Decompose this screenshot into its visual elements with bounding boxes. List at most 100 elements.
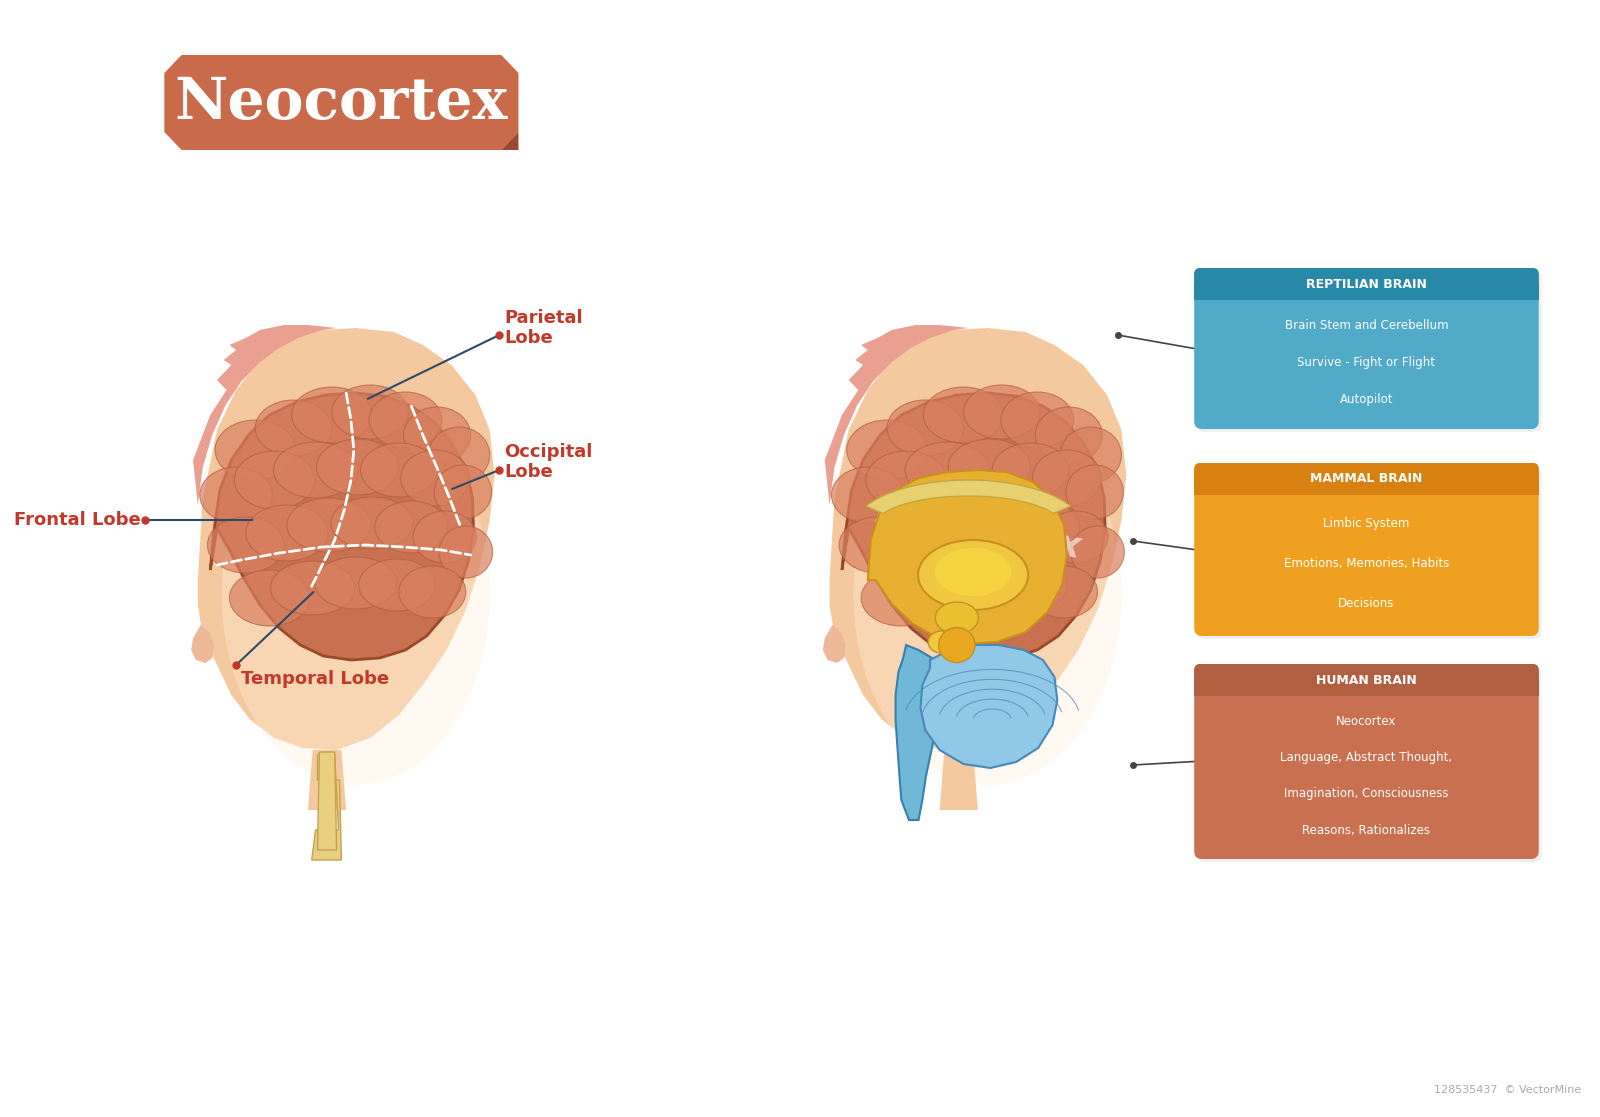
- Ellipse shape: [853, 405, 1122, 785]
- Ellipse shape: [256, 400, 331, 456]
- Ellipse shape: [1030, 566, 1098, 618]
- Text: Temporal Lobe: Temporal Lobe: [242, 670, 389, 688]
- Ellipse shape: [1032, 450, 1101, 506]
- Ellipse shape: [291, 386, 373, 443]
- Text: Emotions, Memories, Habits: Emotions, Memories, Habits: [1283, 557, 1450, 570]
- Ellipse shape: [315, 557, 397, 609]
- Ellipse shape: [877, 505, 960, 561]
- FancyBboxPatch shape: [1194, 268, 1539, 300]
- Polygon shape: [822, 626, 846, 663]
- Polygon shape: [896, 645, 941, 820]
- Ellipse shape: [1061, 427, 1122, 483]
- Ellipse shape: [963, 497, 1045, 548]
- Ellipse shape: [360, 443, 437, 497]
- Ellipse shape: [398, 566, 466, 618]
- Polygon shape: [939, 750, 978, 810]
- Ellipse shape: [429, 427, 490, 483]
- Text: 128535437  © VectorMine: 128535437 © VectorMine: [1434, 1085, 1581, 1095]
- Ellipse shape: [832, 467, 904, 523]
- Text: Limbic System: Limbic System: [1323, 517, 1410, 529]
- Polygon shape: [317, 752, 336, 850]
- Ellipse shape: [946, 557, 1029, 609]
- Ellipse shape: [214, 420, 296, 480]
- Ellipse shape: [918, 498, 1003, 552]
- Polygon shape: [1194, 284, 1539, 300]
- Text: Imagination, Consciousness: Imagination, Consciousness: [1285, 787, 1448, 800]
- Ellipse shape: [934, 548, 1011, 596]
- Ellipse shape: [902, 561, 987, 615]
- Polygon shape: [312, 755, 341, 860]
- Ellipse shape: [374, 502, 448, 553]
- Ellipse shape: [400, 450, 470, 506]
- Polygon shape: [867, 470, 1067, 645]
- Text: REPTILIAN BRAIN: REPTILIAN BRAIN: [1306, 277, 1427, 290]
- Polygon shape: [501, 132, 518, 150]
- Ellipse shape: [838, 517, 915, 573]
- FancyBboxPatch shape: [1194, 464, 1539, 636]
- FancyBboxPatch shape: [1197, 667, 1542, 862]
- Ellipse shape: [963, 385, 1040, 439]
- Polygon shape: [1194, 479, 1539, 495]
- FancyBboxPatch shape: [1194, 663, 1539, 696]
- Text: Reasons, Rationalizes: Reasons, Rationalizes: [1302, 823, 1430, 837]
- Ellipse shape: [928, 631, 955, 653]
- Ellipse shape: [413, 510, 477, 563]
- Polygon shape: [307, 750, 346, 810]
- Ellipse shape: [1006, 502, 1080, 553]
- Text: Occipital
Lobe: Occipital Lobe: [504, 442, 592, 481]
- Text: Neocortex: Neocortex: [1336, 715, 1397, 728]
- Ellipse shape: [1002, 392, 1074, 448]
- Text: Survive - Fight or Flight: Survive - Fight or Flight: [1298, 356, 1435, 369]
- Polygon shape: [1194, 680, 1539, 696]
- Ellipse shape: [246, 505, 328, 561]
- Ellipse shape: [936, 602, 978, 634]
- Ellipse shape: [992, 443, 1069, 497]
- Polygon shape: [866, 480, 1070, 514]
- Ellipse shape: [331, 385, 408, 439]
- FancyBboxPatch shape: [1197, 271, 1542, 432]
- Ellipse shape: [1045, 510, 1109, 563]
- FancyBboxPatch shape: [1194, 268, 1539, 429]
- Ellipse shape: [918, 540, 1029, 610]
- Polygon shape: [198, 328, 494, 750]
- Ellipse shape: [949, 439, 1030, 495]
- Ellipse shape: [370, 392, 442, 448]
- Text: MAMMAL BRAIN: MAMMAL BRAIN: [1310, 472, 1422, 486]
- Polygon shape: [194, 325, 336, 505]
- Text: Decisions: Decisions: [1338, 598, 1395, 610]
- Text: Neocortex: Neocortex: [872, 495, 1083, 565]
- Polygon shape: [165, 55, 518, 150]
- Ellipse shape: [1070, 526, 1125, 577]
- Ellipse shape: [923, 386, 1003, 443]
- Polygon shape: [920, 645, 1058, 768]
- Ellipse shape: [208, 517, 283, 573]
- FancyBboxPatch shape: [1194, 464, 1539, 495]
- Text: Language, Abstract Thought,: Language, Abstract Thought,: [1280, 751, 1453, 764]
- FancyBboxPatch shape: [1194, 663, 1539, 859]
- Ellipse shape: [1035, 407, 1102, 464]
- Ellipse shape: [861, 570, 941, 626]
- Ellipse shape: [1066, 465, 1123, 519]
- Ellipse shape: [229, 570, 310, 626]
- Ellipse shape: [270, 561, 355, 615]
- Text: Frontal Lobe: Frontal Lobe: [14, 510, 141, 529]
- Polygon shape: [210, 393, 474, 660]
- Ellipse shape: [286, 498, 371, 552]
- Polygon shape: [190, 626, 214, 663]
- Polygon shape: [824, 325, 968, 505]
- Polygon shape: [842, 393, 1106, 660]
- Ellipse shape: [222, 405, 490, 785]
- Ellipse shape: [990, 558, 1067, 611]
- Ellipse shape: [234, 451, 315, 509]
- Ellipse shape: [358, 558, 435, 611]
- Ellipse shape: [939, 628, 974, 662]
- Ellipse shape: [200, 467, 272, 523]
- Ellipse shape: [434, 465, 491, 519]
- Text: Brain Stem and Cerebellum: Brain Stem and Cerebellum: [1285, 319, 1448, 332]
- Ellipse shape: [438, 526, 493, 577]
- Polygon shape: [829, 328, 1126, 750]
- Ellipse shape: [886, 400, 963, 456]
- Text: Neocortex: Neocortex: [174, 75, 509, 131]
- Ellipse shape: [274, 442, 358, 498]
- Ellipse shape: [317, 439, 398, 495]
